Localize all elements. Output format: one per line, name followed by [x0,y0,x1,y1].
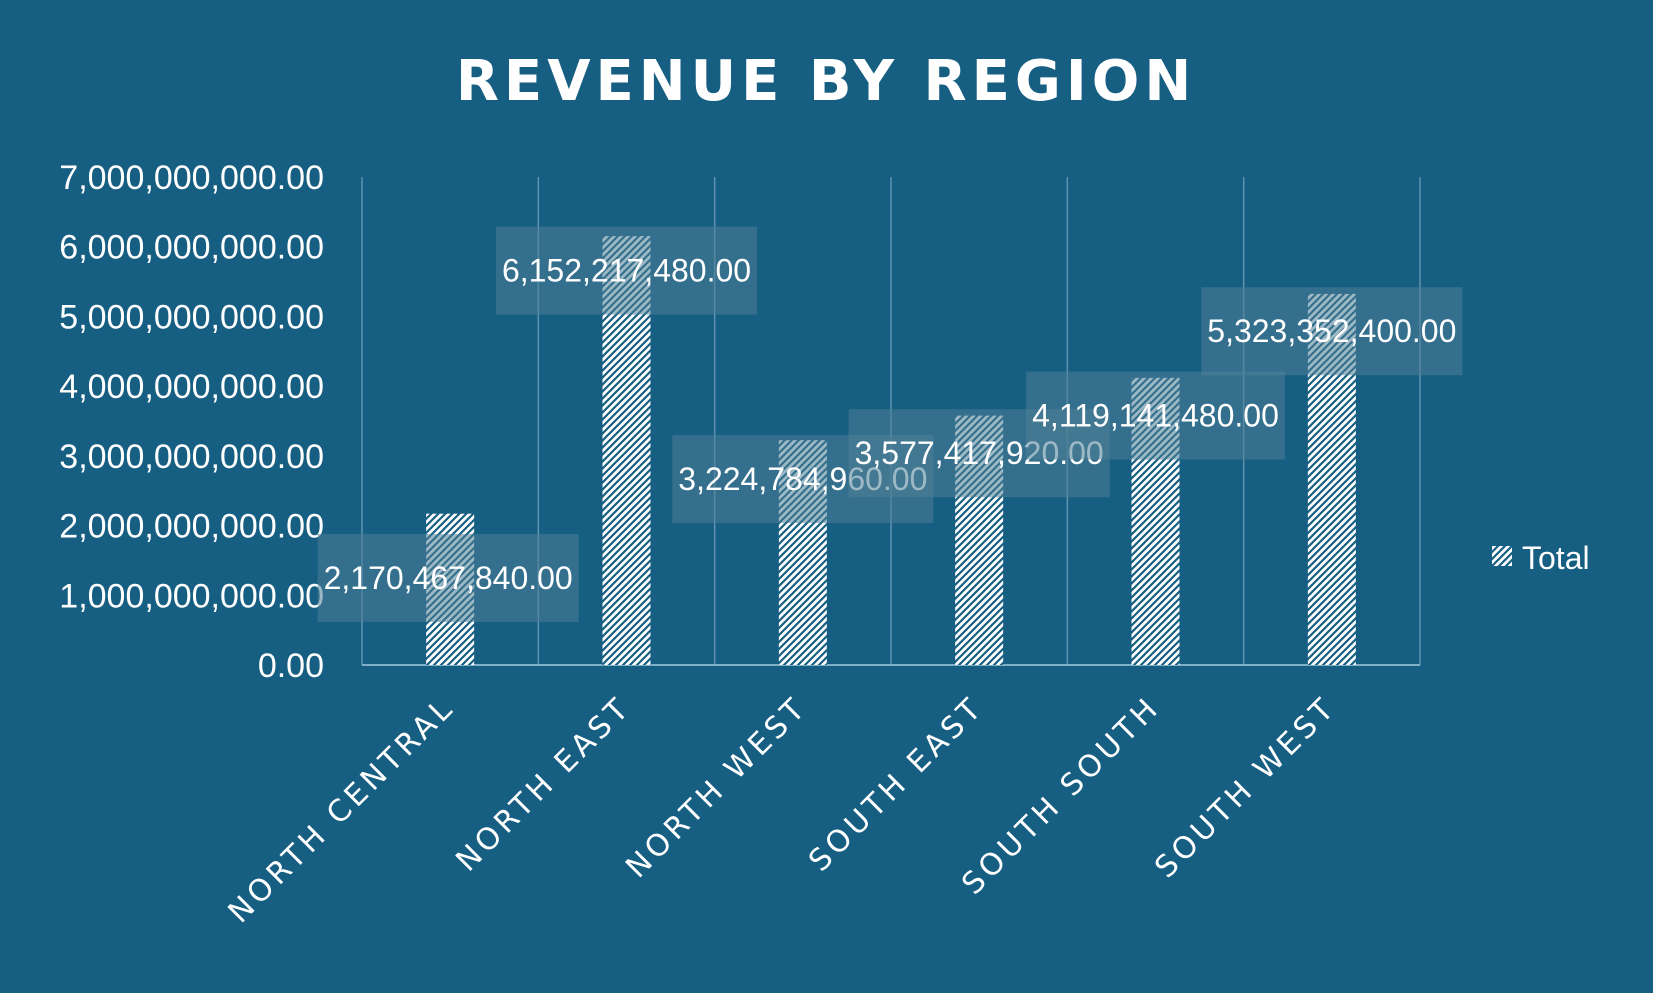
y-tick-label: 1,000,000,000.00 [59,577,324,615]
data-label-group: 2,170,467,840.00 [317,534,579,623]
data-label: 2,170,467,840.00 [324,560,573,596]
data-label-box [317,534,579,623]
data-label-box [495,226,758,315]
y-tick-label: 6,000,000,000.00 [59,229,324,267]
data-label: 4,119,141,480.00 [1032,398,1279,434]
data-label: 5,323,352,400.00 [1207,313,1456,349]
y-tick-label: 0.00 [258,647,324,685]
y-tick-label: 5,000,000,000.00 [59,298,324,336]
x-category-label: SOUTH EAST [802,690,991,879]
x-category-label: NORTH CENTRAL [222,690,462,930]
chart-title: REVENUE BY REGION [456,49,1196,114]
legend-label: Total [1522,540,1590,576]
y-tick-label: 4,000,000,000.00 [59,368,324,406]
data-label-box [1201,287,1463,376]
data-label-group: 4,119,141,480.00 [1026,371,1285,460]
legend: Total [1492,540,1590,576]
data-label-group: 6,152,217,480.00 [495,226,758,315]
y-axis-ticks: 0.00 1,000,000,000.00 2,000,000,000.00 3,00… [59,159,324,685]
y-tick-label: 7,000,000,000.00 [59,159,324,197]
x-category-label: NORTH WEST [619,690,814,885]
data-label: 6,152,217,480.00 [502,253,751,289]
y-tick-label: 2,000,000,000.00 [59,508,324,546]
y-tick-label: 3,000,000,000.00 [59,438,324,476]
data-label-group: 5,323,352,400.00 [1201,287,1463,376]
data-labels: 2,170,467,840.006,152,217,480.003,224,78… [317,226,1463,623]
x-category-label: NORTH EAST [449,690,638,879]
x-category-label: SOUTH SOUTH [955,690,1167,902]
legend-swatch [1492,546,1512,566]
data-label-box [1026,371,1285,460]
x-category-label: SOUTH WEST [1148,690,1343,885]
